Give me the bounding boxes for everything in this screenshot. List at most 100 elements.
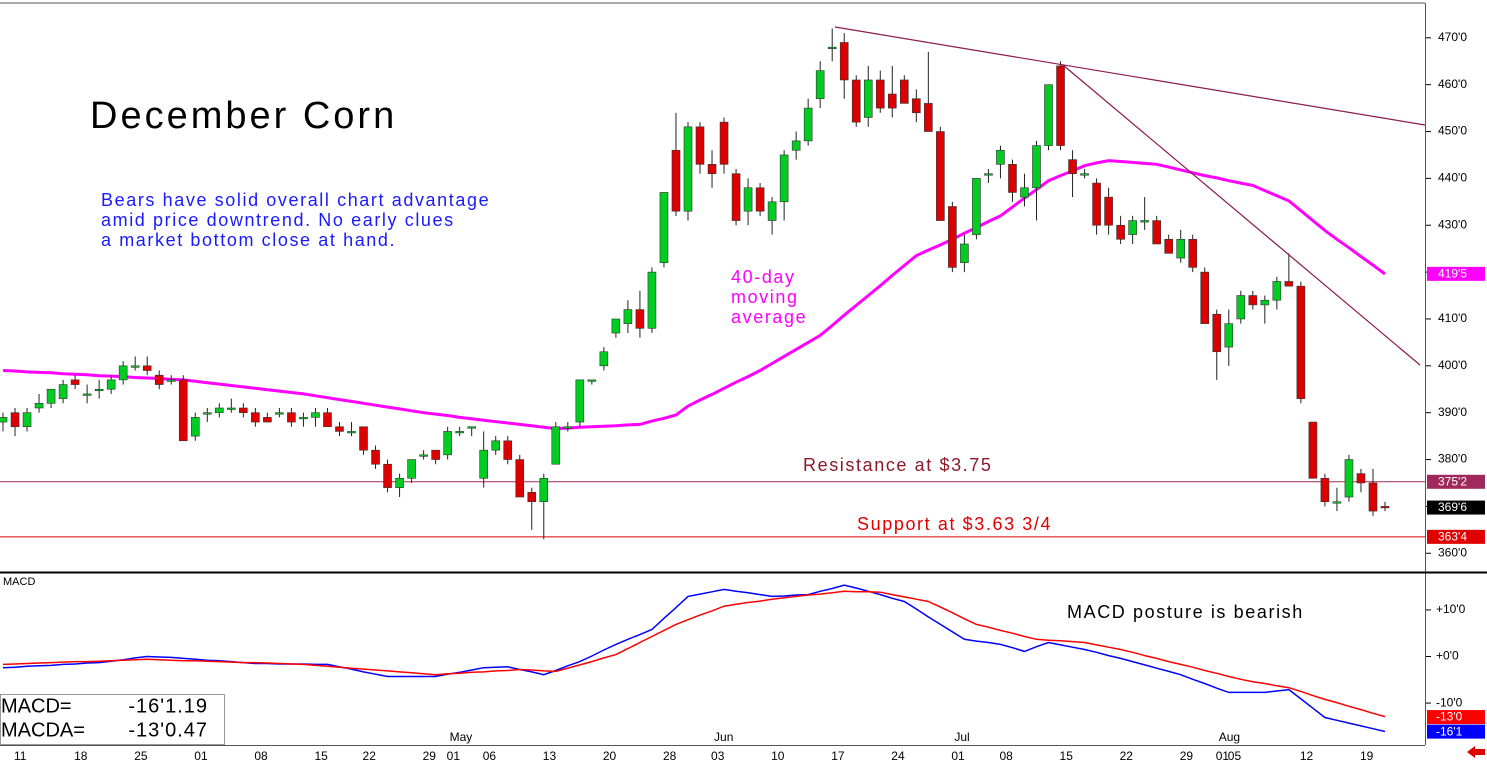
candle-body bbox=[539, 477, 549, 503]
x-tick-label: 22 bbox=[1120, 749, 1134, 763]
value-tag bbox=[1427, 724, 1485, 739]
candle-body bbox=[527, 492, 537, 503]
x-tick-label: 18 bbox=[74, 749, 88, 763]
readout-box bbox=[0, 694, 225, 745]
y-tick-label: 450'0 bbox=[1438, 124, 1467, 138]
macd-note: MACD posture is bearish bbox=[1067, 602, 1304, 622]
candle-body bbox=[1248, 295, 1258, 306]
candle-body bbox=[563, 426, 573, 429]
trendline bbox=[1062, 64, 1421, 366]
candle-body bbox=[611, 318, 621, 334]
candle-body bbox=[743, 187, 753, 212]
ma-label: average bbox=[731, 307, 807, 327]
candle-body bbox=[1020, 187, 1029, 198]
x-tick-label: 06 bbox=[483, 749, 497, 763]
candle-body bbox=[190, 417, 200, 437]
candle-body bbox=[815, 70, 825, 100]
month-label: Aug bbox=[1219, 730, 1240, 744]
candle-body bbox=[1296, 285, 1306, 399]
price-tag-label: 363'4 bbox=[1438, 530, 1467, 544]
candle-body bbox=[1056, 65, 1065, 146]
candle-body bbox=[755, 187, 765, 212]
candle-body bbox=[395, 477, 404, 488]
candle-body bbox=[335, 426, 344, 432]
candle-body bbox=[1008, 164, 1017, 193]
candle-body bbox=[202, 412, 212, 415]
x-tick-label: 01 bbox=[194, 749, 208, 763]
candle-body bbox=[912, 98, 921, 114]
candle-body bbox=[275, 412, 284, 415]
x-tick-label: 08 bbox=[254, 749, 268, 763]
scroll-arrow[interactable] bbox=[1467, 746, 1485, 758]
candle-body bbox=[431, 449, 440, 460]
candle-body bbox=[779, 154, 789, 203]
candle-body bbox=[251, 412, 260, 423]
x-tick-label: 29 bbox=[1180, 749, 1194, 763]
x-tick-label: 08 bbox=[999, 749, 1013, 763]
y-tick-label: 460'0 bbox=[1438, 77, 1467, 91]
candle-body bbox=[996, 149, 1005, 165]
candle-body bbox=[803, 107, 813, 142]
candle-body bbox=[972, 178, 981, 235]
candle-body bbox=[1188, 238, 1198, 268]
candle-body bbox=[587, 379, 597, 382]
candle-body bbox=[227, 407, 236, 410]
candle-body bbox=[623, 309, 633, 324]
x-tick-label: 13 bbox=[543, 749, 557, 763]
candle-body bbox=[130, 365, 140, 368]
candle-body bbox=[1284, 281, 1294, 287]
candle-body bbox=[287, 412, 296, 423]
annotation: a market bottom close at hand. bbox=[101, 230, 396, 250]
candle-body bbox=[1044, 84, 1053, 146]
candle-body bbox=[70, 379, 80, 385]
y-tick-label: 390'0 bbox=[1438, 405, 1467, 419]
candle-body bbox=[479, 449, 488, 479]
readout-label: MACD= bbox=[1, 695, 72, 717]
candle-body bbox=[1260, 299, 1270, 306]
y-tick-label: 360'0 bbox=[1438, 545, 1467, 559]
candle-body bbox=[671, 149, 681, 212]
candle-body bbox=[1212, 313, 1222, 353]
month-label: Jun bbox=[714, 730, 733, 744]
candle-body bbox=[1380, 506, 1390, 509]
candle-body bbox=[887, 93, 897, 109]
x-tick-label: 05 bbox=[1228, 749, 1242, 763]
price-tag bbox=[1427, 266, 1485, 281]
price-tag-label: 369'6 bbox=[1438, 500, 1467, 514]
candle-body bbox=[407, 459, 416, 479]
candle-body bbox=[1332, 501, 1342, 504]
candle-body bbox=[1176, 238, 1186, 259]
candle-body bbox=[46, 388, 56, 404]
candle-body bbox=[515, 459, 525, 498]
candle-body bbox=[491, 440, 501, 451]
x-tick-label: 25 bbox=[134, 749, 148, 763]
candle-body bbox=[443, 431, 452, 456]
month-label: May bbox=[450, 730, 473, 744]
candle-body bbox=[1080, 173, 1089, 176]
candle-body bbox=[851, 79, 861, 123]
macd-line bbox=[2, 590, 1386, 718]
candle-body bbox=[1152, 220, 1161, 245]
candle-body bbox=[839, 42, 849, 81]
candle-body bbox=[936, 131, 945, 221]
layer bbox=[0, 37, 1431, 733]
month-label: Jul bbox=[954, 730, 969, 744]
x-tick-label: 03 bbox=[711, 749, 725, 763]
candle-body bbox=[791, 140, 801, 151]
x-tick-label: 01 bbox=[447, 749, 461, 763]
candle-body bbox=[551, 426, 561, 465]
candle-body bbox=[503, 440, 513, 460]
price-tag bbox=[1427, 529, 1485, 544]
candle-body bbox=[683, 126, 693, 212]
candle-body bbox=[1308, 421, 1318, 479]
x-tick-label: 17 bbox=[831, 749, 845, 763]
candle-body bbox=[419, 454, 428, 457]
candle-body bbox=[1368, 482, 1378, 512]
candle-body bbox=[1116, 224, 1125, 240]
candle-body bbox=[599, 351, 609, 367]
candle-body bbox=[863, 79, 873, 118]
x-tick-label: 28 bbox=[663, 749, 677, 763]
candle-body bbox=[635, 309, 645, 329]
